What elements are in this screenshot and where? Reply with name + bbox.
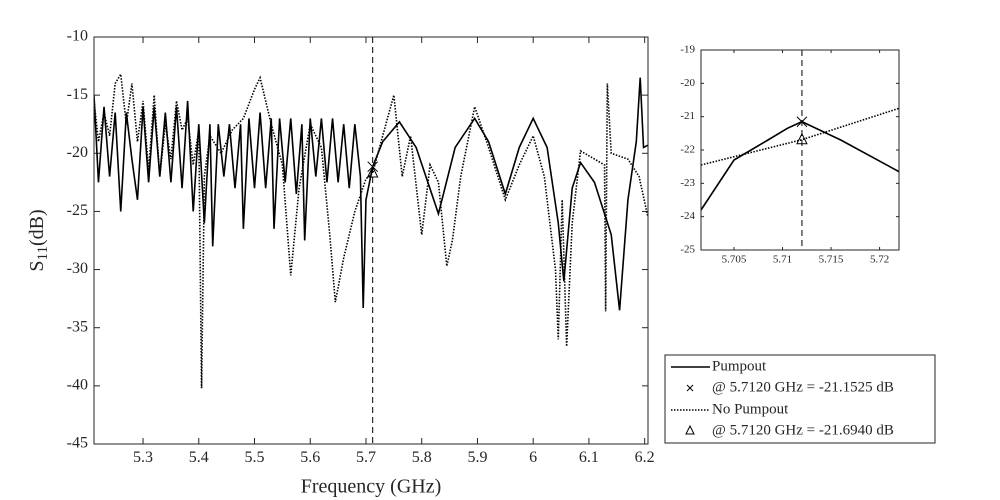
y-tick-label: -20 <box>680 77 695 89</box>
y-tick-label: -21 <box>680 110 695 122</box>
x-tick-label: 5.3 <box>133 449 153 466</box>
y-tick-label: -35 <box>67 318 88 335</box>
y-tick-label: -19 <box>680 44 695 56</box>
series-line <box>94 77 648 311</box>
series-line <box>94 71 648 389</box>
axes-box <box>700 49 900 251</box>
y-tick-label: -25 <box>680 244 695 256</box>
x-tick-label: 6.1 <box>579 449 599 466</box>
y-tick-label: -22 <box>680 144 695 156</box>
legend-marker <box>685 424 695 435</box>
y-tick-label: -30 <box>67 260 88 277</box>
x-tick-label: 6.2 <box>635 449 655 466</box>
series-line <box>701 107 899 166</box>
marker-triangle <box>366 165 379 178</box>
marker-stroke <box>796 116 808 128</box>
marker-x <box>796 116 808 128</box>
plot-area <box>701 50 899 250</box>
y-tick-label: -40 <box>67 377 88 394</box>
y-label-sub: 11 <box>35 246 51 260</box>
legend-label: @ 5.7120 GHz = -21.6940 dB <box>712 422 894 438</box>
legend-label: @ 5.7120 GHz = -21.1525 dB <box>712 379 894 395</box>
legend: Pumpout @ 5.7120 GHz = -21.1525 dB No Pump… <box>664 354 936 444</box>
y-label-main: S <box>26 261 48 272</box>
x-tick-label: 5.72 <box>870 253 889 265</box>
y-label-unit: (dB) <box>26 209 48 246</box>
x-tick-label: 6 <box>529 449 537 466</box>
x-tick-label: 5.705 <box>722 253 747 265</box>
legend-label: Pumpout <box>712 358 767 374</box>
series-line <box>701 120 899 211</box>
x-tick-label: 5.6 <box>300 449 320 466</box>
marker-triangle <box>796 132 808 145</box>
x-tick-label: 5.5 <box>245 449 265 466</box>
legend-label: No Pumpout <box>712 401 789 417</box>
legend-marker <box>686 384 694 392</box>
y-tick-label: -24 <box>680 210 695 222</box>
x-tick-label: 5.715 <box>819 253 844 265</box>
y-tick-label: -25 <box>67 202 88 219</box>
x-tick-label: 5.8 <box>412 449 432 466</box>
axes-box <box>93 36 649 445</box>
y-axis-label: S11(dB) <box>26 209 52 271</box>
y-tick-label: -23 <box>680 177 695 189</box>
x-tick-label: 5.71 <box>773 253 792 265</box>
y-tick-label: -20 <box>67 144 88 161</box>
x-tick-label: 5.9 <box>467 449 487 466</box>
legend-box <box>664 354 936 444</box>
plot-area <box>94 37 648 444</box>
x-tick-label: 5.4 <box>189 449 209 466</box>
y-tick-label: -45 <box>67 435 88 452</box>
y-tick-label: -10 <box>67 28 88 45</box>
x-tick-label: 5.7 <box>356 449 376 466</box>
x-axis-label: Frequency (GHz) <box>301 476 442 498</box>
y-tick-label: -15 <box>67 86 88 103</box>
